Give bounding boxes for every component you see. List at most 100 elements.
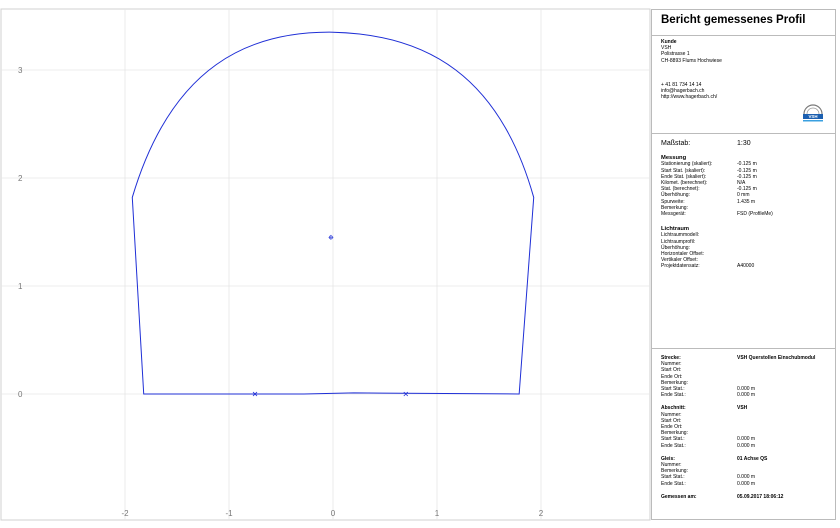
row-value: 0.000 m bbox=[737, 442, 756, 449]
track-block: Gleis: 01 Achse QS Nummer: Bemerkung: Start … bbox=[661, 456, 829, 487]
row-value: 0.000 m bbox=[737, 392, 756, 399]
measured-label: Gemessen am: bbox=[661, 493, 697, 500]
profile-markers bbox=[252, 234, 409, 397]
info-row: Horizontaler Offset: bbox=[661, 251, 829, 257]
row-label: Start Ort: bbox=[661, 417, 682, 424]
plot-border bbox=[0, 8, 651, 521]
row-label: Bemerkung: bbox=[661, 379, 688, 386]
vsh-logo-icon: VSH bbox=[803, 104, 823, 122]
row-label: Überhöhung: bbox=[661, 244, 690, 251]
row-value: 0.000 m bbox=[737, 436, 756, 443]
row-value: 0.000 m bbox=[737, 480, 756, 487]
customer-email: info@hagerbach.ch bbox=[661, 88, 705, 95]
y-tick-label: 2 bbox=[18, 174, 23, 183]
info-row: Messgerät: FSD (ProfileMe) bbox=[661, 211, 829, 217]
profile-plot: -2 -1 0 1 2 0 1 2 3 bbox=[0, 8, 651, 521]
row-label: Spurweite: bbox=[661, 198, 685, 205]
row-label: Lichtraumprofil: bbox=[661, 238, 696, 245]
measured-row: Gemessen am: 05.09.2017 18:06:12 bbox=[661, 494, 829, 500]
row-label: Ende Ort: bbox=[661, 373, 683, 380]
section-block: Abschnitt: VSH Nummer: Start Ort: Ende Ort: B… bbox=[661, 405, 829, 448]
customer-line: CH-8893 Flums Hochwiese bbox=[661, 57, 722, 64]
info-row: Bemerkung: bbox=[661, 205, 829, 211]
row-value: FSD (ProfileMe) bbox=[737, 211, 773, 218]
info-row: Ende Stat.: 0.000 m bbox=[661, 443, 829, 449]
row-value: -0.125 m bbox=[737, 173, 757, 180]
clearance-rows: Lichtraummodell: Lichtraumprofil: Überhöhu… bbox=[661, 232, 829, 269]
route-block: Strecke: VSH Querstollen Einschubmodul Num… bbox=[661, 355, 829, 398]
row-label: Ende Stat.: bbox=[661, 442, 686, 449]
customer-website: http://www.hagerbach.ch/ bbox=[661, 94, 718, 101]
row-value: A40000 bbox=[737, 263, 755, 270]
row-label: Bemerkung: bbox=[661, 468, 688, 475]
row-label: Start Stat.: bbox=[661, 474, 685, 481]
row-value: 01 Achse QS bbox=[737, 455, 768, 462]
info-row: Bemerkung: bbox=[661, 468, 829, 474]
customer-phone: + 41 81 734 14 14 bbox=[661, 81, 702, 88]
info-row: Stationierung (skaliert): -0.125 m bbox=[661, 161, 829, 167]
row-value: N/A bbox=[737, 180, 746, 187]
info-row: Spurweite: 1.435 m bbox=[661, 199, 829, 205]
x-tick-label: -1 bbox=[225, 509, 233, 518]
customer-section: Kunde VSH Polistrasse 1 CH-8893 Flums Ho… bbox=[652, 36, 835, 134]
logo-text: VSH bbox=[808, 114, 817, 119]
info-row: Lichtraumprofil: bbox=[661, 239, 829, 245]
info-row: Start Stat. (skaliert): -0.125 m bbox=[661, 168, 829, 174]
row-label: Start Stat.: bbox=[661, 436, 685, 443]
scale-row: Maßstab: 1:30 bbox=[661, 137, 829, 153]
info-row: Ende Stat.: 0.000 m bbox=[661, 392, 829, 398]
info-row: Projektdatensatz: A40000 bbox=[661, 263, 829, 269]
row-label: Ende Stat. (skaliert): bbox=[661, 173, 707, 180]
info-row: Bemerkung: bbox=[661, 380, 829, 386]
row-value: 1.435 m bbox=[737, 198, 756, 205]
info-row: Start Stat.: 0.000 m bbox=[661, 386, 829, 392]
info-row: Start Stat.: 0.000 m bbox=[661, 436, 829, 442]
report-title: Bericht gemessenes Profil bbox=[652, 10, 835, 36]
info-row: Lichtraummodell: bbox=[661, 232, 829, 238]
block-head-row: Strecke: VSH Querstollen Einschubmodul bbox=[661, 355, 829, 361]
row-label: Start Ort: bbox=[661, 367, 682, 374]
info-row: Nummer: bbox=[661, 412, 829, 418]
tunnel-profile-line bbox=[131, 31, 535, 395]
info-row: Ende Stat.: 0.000 m bbox=[661, 481, 829, 487]
row-label: Ende Ort: bbox=[661, 424, 683, 431]
row-label: Ende Stat.: bbox=[661, 480, 686, 487]
row-value: -0.125 m bbox=[737, 161, 757, 168]
row-label: Strecke: bbox=[661, 355, 681, 361]
clearance-heading: Lichtraum bbox=[661, 226, 690, 233]
measurement-section: Maßstab: 1:30 Messung Stationierung (ska… bbox=[652, 134, 835, 349]
info-row: Nummer: bbox=[661, 462, 829, 468]
row-label: Ende Stat.: bbox=[661, 392, 686, 399]
report-panel: Bericht gemessenes Profil Kunde VSH Poli… bbox=[651, 9, 836, 520]
x-tick-label: -2 bbox=[121, 509, 129, 518]
scale-label: Maßstab: bbox=[661, 140, 691, 147]
plot-tick-labels: -2 -1 0 1 2 0 1 2 3 bbox=[18, 66, 544, 518]
info-row: Kilomet. (berechnet): N/A bbox=[661, 180, 829, 186]
info-row: Ende Stat. (skaliert): -0.125 m bbox=[661, 174, 829, 180]
row-label: Start Stat. (skaliert): bbox=[661, 167, 706, 174]
customer-heading: Kunde bbox=[661, 39, 677, 45]
row-value: 0 mm bbox=[737, 192, 750, 199]
row-label: Stationierung (skaliert): bbox=[661, 161, 713, 168]
plot-grid bbox=[0, 8, 651, 521]
measurement-rows: Stationierung (skaliert): -0.125 m Start S… bbox=[661, 161, 829, 217]
y-tick-label: 1 bbox=[18, 282, 23, 291]
row-label: Horizontaler Offset: bbox=[661, 251, 704, 258]
info-row: Start Ort: bbox=[661, 418, 829, 424]
row-label: Gleis: bbox=[661, 455, 675, 462]
measured-value: 05.09.2017 18:06:12 bbox=[737, 493, 784, 500]
row-value: -0.125 m bbox=[737, 186, 757, 193]
info-row: Überhöhung: 0 mm bbox=[661, 192, 829, 198]
scale-value: 1:30 bbox=[737, 140, 751, 147]
info-row: Stat. (berechnet): -0.125 m bbox=[661, 186, 829, 192]
measurement-heading: Messung bbox=[661, 155, 687, 162]
row-label: Nummer: bbox=[661, 361, 682, 368]
info-row: Start Stat.: 0.000 m bbox=[661, 474, 829, 480]
info-row: Bemerkung: bbox=[661, 430, 829, 436]
row-label: Bemerkung: bbox=[661, 430, 688, 437]
profile-point-marker bbox=[403, 391, 409, 397]
row-value: VSH Querstollen Einschubmodul bbox=[737, 355, 816, 361]
info-row: Start Ort: bbox=[661, 367, 829, 373]
info-row: Überhöhung: bbox=[661, 245, 829, 251]
profile-point-marker bbox=[252, 391, 258, 397]
